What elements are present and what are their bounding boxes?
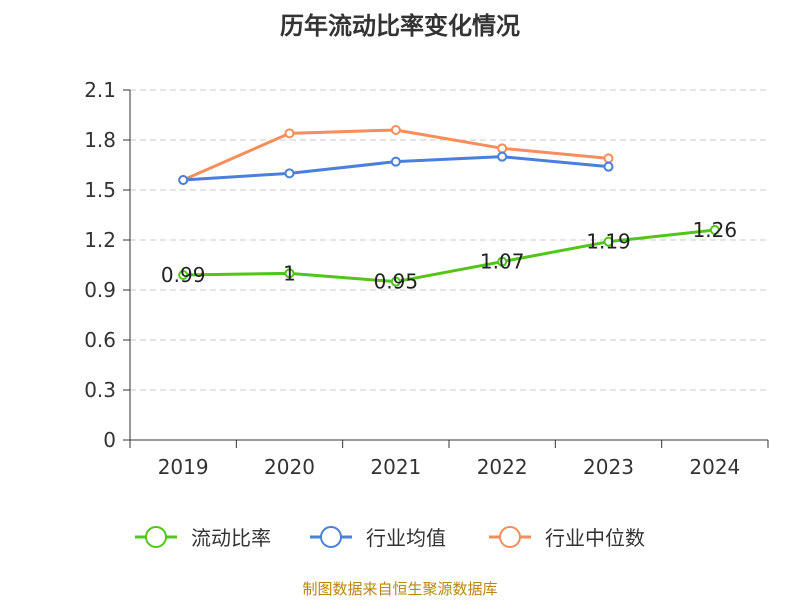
data-point xyxy=(603,153,614,164)
data-point xyxy=(603,161,614,172)
legend-label: 行业中位数 xyxy=(545,526,645,550)
legend-marker xyxy=(145,526,167,548)
source-note: 制图数据来自恒生聚源数据库 xyxy=(302,580,498,598)
data-point xyxy=(284,168,295,179)
data-label: 1 xyxy=(283,261,296,285)
data-label: 0.99 xyxy=(161,263,206,287)
data-point xyxy=(390,125,401,135)
series-line-1 xyxy=(183,228,715,284)
data-point xyxy=(603,236,614,247)
y-tick-label: 0.3 xyxy=(84,378,116,402)
data-point xyxy=(284,128,295,139)
data-label: 1.19 xyxy=(586,230,631,254)
y-tick-label: 0 xyxy=(103,428,116,452)
x-tick-label: 2023 xyxy=(583,455,634,479)
data-label: 1.07 xyxy=(480,250,525,274)
data-point xyxy=(390,156,401,167)
y-tick-label: 1.5 xyxy=(84,178,116,202)
x-tick-label: 2021 xyxy=(370,455,421,479)
x-tick-label: 2024 xyxy=(689,455,740,479)
legend-marker xyxy=(499,526,521,548)
chart-title: 历年流动比率变化情况 xyxy=(280,12,520,40)
data-label: 1.26 xyxy=(693,218,738,242)
y-tick-label: 0.9 xyxy=(84,278,116,302)
y-tick-label: 1.8 xyxy=(84,128,116,152)
y-tick-label: 2.1 xyxy=(84,78,116,102)
x-tick-label: 2019 xyxy=(158,455,209,479)
data-point xyxy=(497,143,508,154)
x-tick-label: 2022 xyxy=(477,455,528,479)
legend-label: 流动比率 xyxy=(191,526,271,550)
legend-label: 行业均值 xyxy=(366,526,446,550)
data-point xyxy=(497,256,508,267)
x-tick-label: 2020 xyxy=(264,455,315,479)
legend-marker xyxy=(320,526,342,548)
y-tick-label: 0.6 xyxy=(84,328,116,352)
data-point xyxy=(178,270,189,280)
data-label: 0.95 xyxy=(374,270,419,294)
series-line-3 xyxy=(182,128,609,182)
y-tick-label: 1.2 xyxy=(84,228,116,252)
data-point xyxy=(390,276,401,287)
data-point xyxy=(497,151,508,162)
data-point xyxy=(284,268,295,279)
data-point xyxy=(709,225,720,235)
data-point xyxy=(178,175,189,185)
